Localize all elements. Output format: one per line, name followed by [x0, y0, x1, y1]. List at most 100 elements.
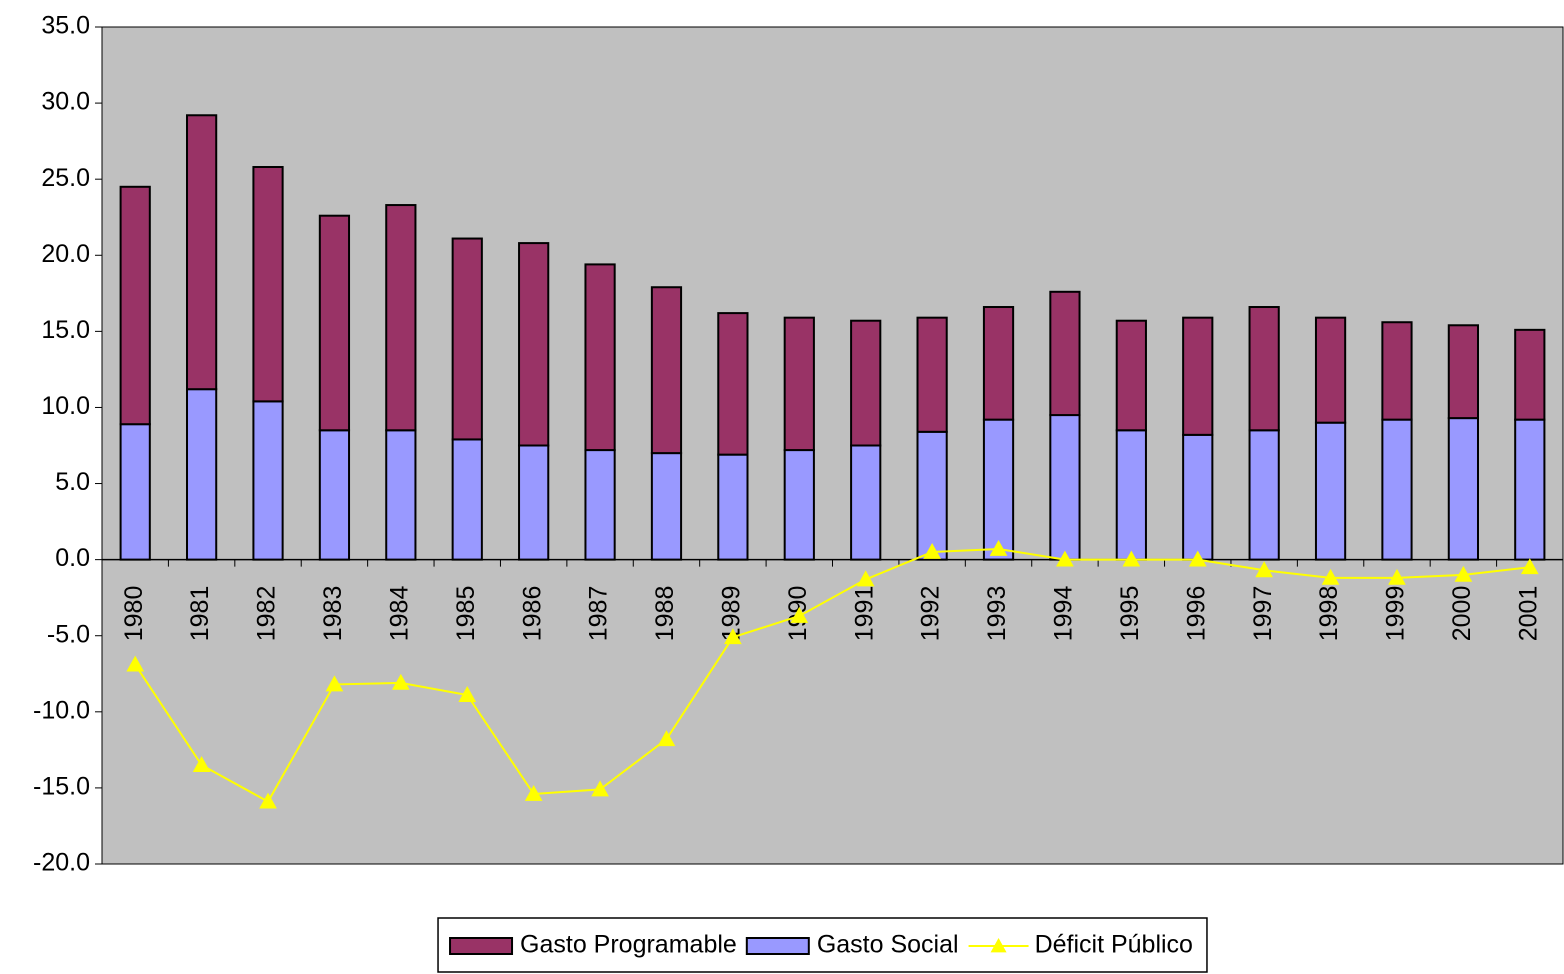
marker	[325, 675, 344, 692]
bar	[1314, 316, 1347, 424]
marker	[724, 628, 742, 645]
bar	[385, 429, 417, 561]
x-tick-label: 1982	[253, 586, 281, 642]
line	[134, 547, 1530, 803]
bar	[1314, 421, 1347, 561]
marker	[856, 570, 875, 587]
bar	[1514, 418, 1546, 561]
legend-marker	[990, 938, 1007, 953]
bar	[1248, 429, 1280, 561]
bar	[119, 185, 151, 426]
bar	[850, 319, 882, 447]
bar	[1248, 306, 1280, 432]
x-tick-label: 1994	[1050, 586, 1078, 642]
bar	[916, 316, 948, 433]
bar	[1049, 414, 1081, 561]
bar	[850, 444, 882, 561]
marker	[524, 784, 543, 801]
legend-item: Gasto Social	[745, 931, 959, 959]
x-tick-label: 1996	[1182, 586, 1210, 642]
marker	[923, 542, 941, 559]
marker	[1388, 568, 1406, 585]
y-tick-label: 35.0	[41, 12, 90, 40]
bar	[650, 286, 683, 455]
bar	[385, 204, 417, 432]
bar	[1447, 324, 1479, 420]
bar	[982, 418, 1015, 561]
x-tick-label: 1985	[452, 586, 480, 642]
legend-item: Gasto Programable	[449, 931, 737, 959]
marker	[1520, 558, 1539, 575]
marker	[657, 730, 676, 747]
bar	[252, 166, 284, 403]
bar	[1182, 316, 1214, 436]
y-tick-label: -15.0	[33, 773, 90, 801]
marker	[1188, 550, 1207, 567]
x-tick-label: 1981	[186, 586, 214, 642]
x-tick-label: 1983	[319, 586, 347, 642]
y-tick-label: 30.0	[41, 88, 90, 116]
marker	[1255, 561, 1274, 578]
bar	[982, 306, 1015, 421]
bar	[1115, 429, 1147, 561]
bar	[783, 316, 815, 452]
bar	[1182, 433, 1214, 561]
y-tick-label: -5.0	[47, 620, 90, 648]
x-tick-label: 1980	[120, 586, 148, 642]
legend-swatch	[745, 937, 810, 955]
x-tick-label: 1988	[651, 586, 679, 642]
bar	[1381, 321, 1413, 421]
x-tick-label: 1997	[1249, 586, 1277, 642]
bar	[1514, 328, 1546, 421]
marker	[1454, 565, 1473, 582]
marker	[192, 756, 211, 772]
marker	[126, 655, 145, 672]
bar	[518, 444, 550, 561]
bar	[186, 388, 218, 561]
legend: Gasto Programable Gasto Social Déficit Púb…	[437, 917, 1208, 973]
bar	[451, 237, 483, 441]
x-tick-label: 1986	[518, 586, 546, 642]
x-tick-label: 2001	[1514, 586, 1542, 642]
x-tick-label: 1998	[1315, 586, 1343, 642]
legend-label: Gasto Programable	[520, 931, 737, 959]
y-tick-label: 0.0	[55, 544, 90, 572]
bar	[1115, 319, 1147, 432]
marker	[458, 686, 477, 702]
bar	[717, 312, 749, 456]
marker	[1321, 568, 1340, 585]
bar	[783, 449, 815, 561]
marker	[1056, 550, 1074, 567]
x-tick-label: 1999	[1382, 586, 1410, 642]
legend-label: Gasto Social	[817, 931, 959, 959]
legend-item: Déficit Público	[968, 931, 1193, 959]
marker	[1122, 550, 1141, 567]
legend-label: Déficit Público	[1035, 931, 1193, 959]
bar	[318, 429, 351, 561]
y-tick-label: -10.0	[33, 696, 90, 724]
y-tick-label: 15.0	[41, 316, 90, 344]
y-tick-label: 5.0	[55, 468, 90, 496]
x-tick-label: 1991	[850, 586, 878, 642]
marker	[989, 539, 1008, 556]
bar	[916, 430, 948, 561]
bar	[518, 242, 550, 447]
legend-box	[437, 917, 1208, 973]
y-tick-label: 25.0	[41, 164, 90, 192]
x-tick-label: 1992	[917, 586, 945, 642]
bar	[119, 423, 151, 561]
marker	[790, 606, 809, 623]
bar	[584, 263, 616, 452]
x-tick-label: 1984	[385, 586, 413, 642]
y-tick-label: -20.0	[33, 849, 90, 877]
bar	[318, 214, 351, 432]
bar	[1049, 290, 1081, 417]
legend-swatch	[449, 937, 514, 955]
y-tick-label: 10.0	[41, 392, 90, 420]
marker	[591, 780, 609, 797]
bar	[650, 452, 683, 561]
bar	[717, 453, 749, 561]
y-tick-label: 20.0	[41, 240, 90, 268]
bar	[451, 438, 483, 561]
